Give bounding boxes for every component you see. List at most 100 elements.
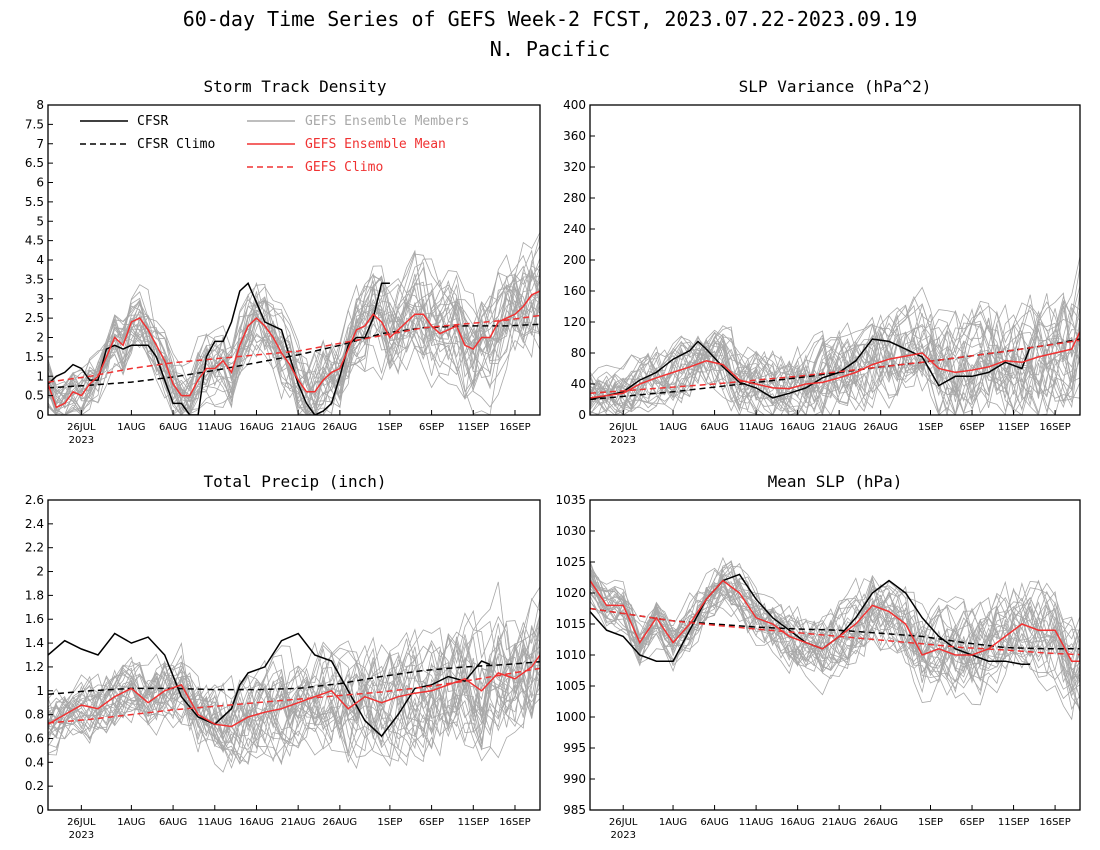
ensemble-member-line — [48, 625, 540, 764]
y-tick-label: 1.5 — [25, 350, 44, 364]
y-tick-label: 1.8 — [25, 588, 44, 602]
y-tick-label: 3.5 — [25, 272, 44, 286]
y-tick-label: 120 — [563, 315, 586, 329]
x-tick-label: 26JUL — [67, 422, 96, 433]
x-tick-label: 11SEP — [458, 422, 489, 433]
x-tick-label: 26AUG — [863, 422, 898, 433]
x-tick-label: 6SEP — [419, 422, 444, 433]
x-tick-label: 11SEP — [998, 422, 1029, 433]
ensemble-member-line — [590, 266, 1080, 415]
y-tick-label: 5.5 — [25, 195, 44, 209]
y-tick-label: 360 — [563, 129, 586, 143]
y-tick-label: 200 — [563, 253, 586, 267]
y-tick-label: 1030 — [555, 524, 586, 538]
x-tick-label: 21AUG — [281, 817, 316, 828]
x-tick-label: 6SEP — [419, 817, 444, 828]
ensemble-member-line — [590, 560, 1080, 696]
legend: CFSR CFSR Climo GEFS Ensemble Members GE… — [80, 114, 469, 175]
series-line-cfsr — [48, 282, 390, 415]
y-tick-label: 6 — [36, 176, 44, 190]
legend-label-gefs-climo: GEFS Climo — [305, 160, 383, 175]
panel-title: Total Precip (inch) — [203, 472, 386, 491]
y-tick-label: 160 — [563, 284, 586, 298]
ensemble-member-line — [590, 561, 1080, 696]
panel-title: Mean SLP (hPa) — [768, 472, 903, 491]
series-line-gefs-climo — [48, 314, 540, 383]
x-tick-label: 21AUG — [281, 422, 316, 433]
x-tick-label: 1SEP — [918, 422, 943, 433]
x-tick-label: 1SEP — [377, 817, 402, 828]
y-tick-label: 1005 — [555, 679, 586, 693]
x-tick-label: 26JUL — [67, 817, 96, 828]
x-tick-label: 16SEP — [499, 817, 530, 828]
y-tick-label: 1.6 — [25, 612, 44, 626]
ensemble-member-line — [48, 262, 540, 415]
ensemble-member-line — [590, 330, 1080, 406]
ensemble-member-line — [590, 567, 1080, 678]
ensemble-member-line — [590, 567, 1080, 684]
legend-label-members: GEFS Ensemble Members — [305, 114, 469, 129]
ensemble-member-line — [590, 292, 1080, 415]
y-tick-label: 1 — [36, 369, 44, 383]
x-year-label: 2023 — [610, 830, 635, 841]
panel-title: Storm Track Density — [203, 77, 386, 96]
y-tick-label: 400 — [563, 98, 586, 112]
y-tick-label: 80 — [571, 346, 586, 360]
y-tick-label: 40 — [571, 377, 586, 391]
series-line-gefs-climo — [590, 339, 1080, 395]
y-tick-label: 8 — [36, 98, 44, 112]
y-tick-label: 2.2 — [25, 541, 44, 555]
x-tick-label: 21AUG — [822, 817, 857, 828]
ensemble-member-line — [48, 614, 540, 750]
y-tick-label: 1 — [36, 684, 44, 698]
x-tick-label: 1AUG — [117, 422, 145, 433]
series-line-gefs-climo — [48, 667, 540, 724]
y-tick-label: 2.4 — [25, 517, 44, 531]
ensemble-member-line — [590, 568, 1080, 680]
panel-slp-variance: SLP Variance (hPa^2) 0 40 80 120 160 200 240 28… — [563, 77, 1081, 446]
y-tick-label: 280 — [563, 191, 586, 205]
y-tick-label: 1010 — [555, 648, 586, 662]
x-year-label: 2023 — [610, 435, 635, 446]
legend-label-ens-mean: GEFS Ensemble Mean — [305, 137, 446, 152]
ensemble-member-line — [590, 562, 1080, 679]
y-tick-label: 2.5 — [25, 311, 44, 325]
x-tick-label: 16SEP — [1039, 422, 1070, 433]
ensemble-member-line — [48, 627, 540, 763]
y-tick-label: 990 — [563, 772, 586, 786]
x-tick-label: 16SEP — [1039, 817, 1070, 828]
x-tick-label: 6AUG — [700, 817, 728, 828]
series-line-cfsr-climo — [48, 323, 540, 389]
ensemble-member-line — [48, 614, 540, 756]
x-tick-label: 16AUG — [239, 422, 274, 433]
y-tick-label: 2 — [36, 565, 44, 579]
legend-label-cfsr-climo: CFSR Climo — [137, 137, 215, 152]
y-tick-label: 7.5 — [25, 117, 44, 131]
y-tick-label: 0.2 — [25, 779, 44, 793]
x-tick-label: 1SEP — [918, 817, 943, 828]
x-tick-label: 16AUG — [239, 817, 274, 828]
y-tick-label: 1.4 — [25, 636, 44, 650]
plot-area — [48, 581, 540, 773]
x-year-label: 2023 — [69, 435, 94, 446]
ensemble-member-line — [48, 249, 540, 412]
x-tick-label: 26AUG — [323, 817, 358, 828]
y-tick-label: 985 — [563, 803, 586, 817]
y-tick-label: 240 — [563, 222, 586, 236]
x-tick-label: 1AUG — [659, 422, 687, 433]
x-tick-label: 6AUG — [159, 817, 187, 828]
x-tick-label: 1AUG — [659, 817, 687, 828]
x-tick-label: 16SEP — [499, 422, 530, 433]
plot-frame — [589, 499, 1081, 811]
x-tick-label: 26AUG — [323, 422, 358, 433]
y-tick-label: 1035 — [555, 493, 586, 507]
y-tick-label: 0.5 — [25, 389, 44, 403]
panel-title: SLP Variance (hPa^2) — [739, 77, 932, 96]
x-tick-label: 11SEP — [998, 817, 1029, 828]
ensemble-member-line — [590, 572, 1080, 706]
y-tick-label: 3 — [36, 292, 44, 306]
ensemble-member-line — [590, 305, 1080, 415]
ensemble-member-line — [48, 630, 540, 754]
y-tick-label: 1020 — [555, 586, 586, 600]
